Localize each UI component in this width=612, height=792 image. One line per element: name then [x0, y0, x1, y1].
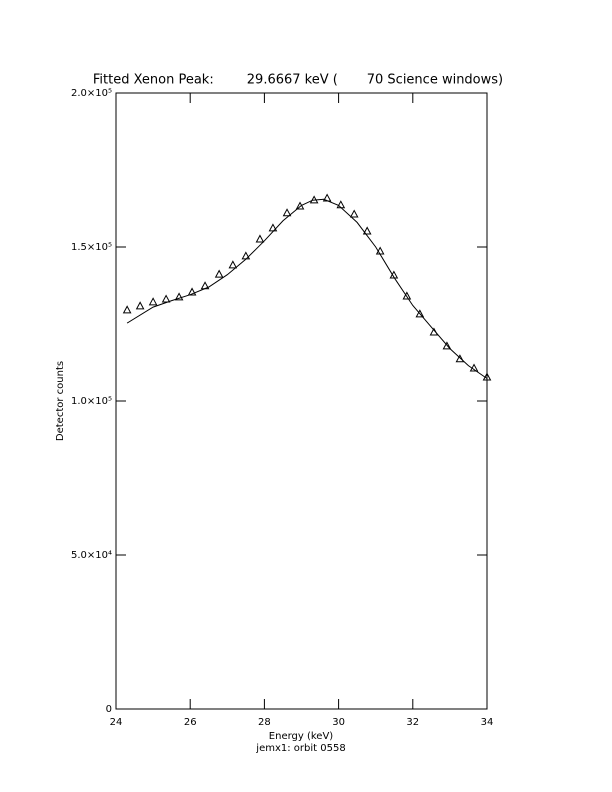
- x-tick-label: 24: [110, 717, 123, 728]
- y-tick-label: 0: [106, 704, 112, 715]
- data-point: [268, 223, 278, 232]
- data-point: [349, 209, 359, 218]
- x-tick-label: 26: [184, 717, 197, 728]
- data-point: [402, 291, 412, 300]
- data-point: [187, 287, 197, 296]
- data-point: [228, 260, 238, 269]
- x-tick-label: 30: [332, 717, 345, 728]
- chart-title: Fitted Xenon Peak: 29.6667 keV ( 70 Scie…: [93, 73, 503, 88]
- data-point: [214, 269, 224, 278]
- y-tick-label: 2.0×10⁵: [71, 88, 112, 99]
- data-point: [135, 301, 145, 310]
- subtitle: jemx1: orbit 0558: [255, 743, 345, 754]
- data-point: [122, 305, 132, 314]
- y-tick-label: 1.5×10⁵: [71, 242, 112, 253]
- data-point: [148, 297, 158, 306]
- fit-line: [126, 198, 488, 379]
- data-point: [455, 354, 465, 363]
- data-point: [362, 226, 372, 235]
- x-axis-label: Energy (keV): [269, 731, 334, 742]
- plot-frame: [115, 92, 488, 710]
- data-point: [255, 234, 265, 243]
- x-tick-label: 34: [481, 717, 494, 728]
- data-point: [161, 294, 171, 303]
- x-tick-label: 28: [258, 717, 271, 728]
- data-point: [241, 251, 251, 260]
- data-point: [282, 208, 292, 217]
- y-tick-label: 5.0×10⁴: [71, 550, 112, 561]
- x-tick-label: 32: [406, 717, 419, 728]
- y-tick-label: 1.0×10⁵: [71, 396, 112, 407]
- data-point: [415, 309, 425, 318]
- data-point: [442, 341, 452, 350]
- y-axis-label: Detector counts: [55, 361, 66, 441]
- data-point: [174, 292, 184, 301]
